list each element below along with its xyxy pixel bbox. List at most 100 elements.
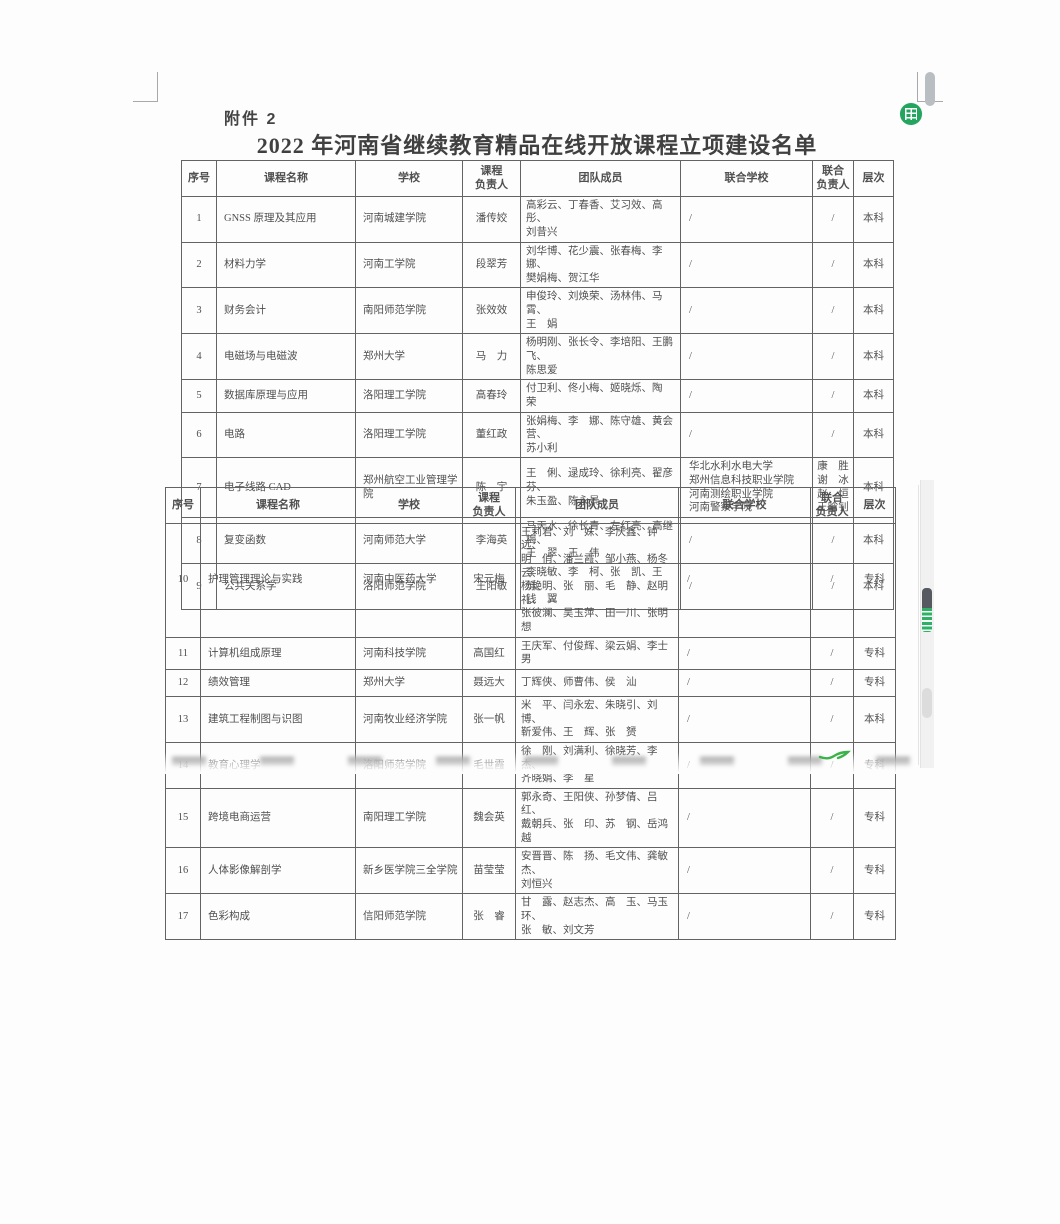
cell-leader: 董红政 bbox=[462, 411, 521, 459]
cell-joint_leader: / bbox=[810, 636, 854, 671]
cell-school: 河南科技学院 bbox=[355, 636, 463, 671]
cell-school: 河南工学院 bbox=[355, 241, 463, 289]
cell-team: 高彩云、丁春香、艾习效、高 彤、 刘昔兴 bbox=[520, 195, 681, 243]
cell-leader: 张一帆 bbox=[462, 696, 516, 743]
cell-no: 15 bbox=[165, 787, 201, 849]
scrollbar-green-stripes bbox=[922, 608, 932, 632]
cell-no: 13 bbox=[165, 696, 201, 743]
cell-team: 丁辉侠、师曹伟、侯 汕 bbox=[515, 669, 679, 697]
cell-school: 洛阳理工学院 bbox=[355, 379, 463, 413]
table-row: 17 色彩构成 信阳师范学院张 睿甘 露、赵志杰、高 玉、马玉环、 张 敏、刘文芳 /… bbox=[165, 893, 896, 941]
header-joint-leader: 联合 负责人 bbox=[812, 160, 854, 197]
cell-joint_leader: / bbox=[810, 893, 854, 941]
header-leader: 课程 负责人 bbox=[462, 160, 521, 197]
header-school: 学校 bbox=[355, 487, 463, 524]
header-joint-school: 联合学校 bbox=[680, 160, 813, 197]
cell-school: 南阳师范学院 bbox=[355, 287, 463, 335]
cell-course: 数据库原理与应用 bbox=[216, 379, 356, 413]
cell-level: 专科 bbox=[853, 636, 896, 671]
cell-joint_school: / bbox=[680, 333, 813, 381]
cell-level: 专科 bbox=[853, 787, 896, 849]
table-row: 6 电路 洛阳理工学院 董红政 张娟梅、李 娜、陈守雄、黄会营、 苏小利 / / 本科 bbox=[181, 411, 894, 459]
table-header-row: 序号 课程名称 学校 课程 负责人 团队成员 联合学校 联合 负责人 层次 bbox=[181, 160, 894, 197]
cell-joint_school: / bbox=[678, 669, 811, 697]
header-joint-leader: 联合 负责人 bbox=[810, 487, 854, 524]
cell-leader: 苗莹莹 bbox=[462, 847, 516, 895]
cell-joint_leader: / bbox=[812, 379, 854, 413]
table-row: 11 计算机组成原理 河南科技学院 高国红 王庆军、付俊辉、梁云娟、李士男 / / 专科 bbox=[165, 636, 896, 671]
scrollbar-thumb[interactable] bbox=[922, 588, 932, 609]
header-no: 序号 bbox=[165, 487, 201, 524]
cell-joint_leader: / bbox=[812, 411, 854, 459]
cell-leader: 潘传姣 bbox=[462, 195, 521, 243]
cell-no: 12 bbox=[165, 669, 201, 697]
cell-school: 信阳师范学院 bbox=[355, 893, 463, 941]
header-course: 课程名称 bbox=[216, 160, 356, 197]
cell-leader: 高春玲 bbox=[462, 379, 521, 413]
cell-level: 专科 bbox=[853, 522, 896, 638]
cell-joint_school: / bbox=[680, 241, 813, 289]
cell-school: 南阳理工学院 bbox=[355, 787, 463, 849]
cell-team: 付卫利、佟小梅、姬晓烁、陶 荣 bbox=[520, 379, 681, 413]
scan-bottom-fade bbox=[160, 752, 930, 774]
cell-joint_leader: / bbox=[812, 241, 854, 289]
cell-leader: 马 力 bbox=[462, 333, 521, 381]
cell-joint_leader: / bbox=[810, 787, 854, 849]
cell-leader: 聂远大 bbox=[462, 669, 516, 697]
cell-no: 10 bbox=[165, 522, 201, 638]
header-level: 层次 bbox=[853, 487, 896, 524]
scrollbar-top-thumb[interactable] bbox=[925, 72, 935, 106]
cell-no: 11 bbox=[165, 636, 201, 671]
cell-no: 6 bbox=[181, 411, 217, 459]
cell-course: 护理管理理论与实践 bbox=[200, 522, 356, 638]
cell-joint_leader: / bbox=[812, 333, 854, 381]
table-row: 3 财务会计 南阳师范学院 张效效 申俊玲、刘焕荣、汤林伟、马 霄、 王 娟 / / 本科 bbox=[181, 287, 894, 335]
cell-joint_leader: / bbox=[810, 522, 854, 638]
cell-joint_school: / bbox=[680, 411, 813, 459]
scrollbar-secondary-thumb[interactable] bbox=[922, 688, 932, 718]
attachment-label: 附件 2 bbox=[224, 111, 278, 128]
cell-no: 4 bbox=[181, 333, 217, 381]
table-header-row: 序号 课程名称 学校 课程 负责人 团队成员 联合学校 联合 负责人 层次 bbox=[165, 487, 896, 524]
cell-leader: 张效效 bbox=[462, 287, 521, 335]
cell-level: 本科 bbox=[853, 411, 894, 459]
table-row: 13 建筑工程制图与识图 河南牧业经济学院 张一帆米 平、闫永宏、朱晓引、刘 博、 靳… bbox=[165, 696, 896, 743]
cell-team: 郭永奇、王阳侠、孙梦倩、吕 红、 戴朝兵、张 印、苏 钢、岳鸿越 bbox=[515, 787, 679, 849]
green-check-squiggle-icon bbox=[818, 750, 851, 760]
table-row: 2 材料力学 河南工学院 段翠芳 刘华博、花少震、张春梅、李 娜、 樊娟梅、贺江华 / / 本… bbox=[181, 241, 894, 289]
cell-joint_school: / bbox=[680, 195, 813, 243]
cell-course: 电磁场与电磁波 bbox=[216, 333, 356, 381]
spreadsheet-doc-icon[interactable] bbox=[900, 103, 922, 125]
cell-team: 杨明刚、张长令、李培阳、王鹏飞、 陈思爱 bbox=[520, 333, 681, 381]
cell-level: 专科 bbox=[853, 847, 896, 895]
cell-no: 16 bbox=[165, 847, 201, 895]
corner-mark-right-vertical bbox=[917, 72, 918, 102]
table-row: 16 人体影像解剖学 新乡医学院三全学院 苗莹莹 安晋晋、陈 扬、毛文伟、龚敏杰、 刘恒… bbox=[165, 847, 896, 895]
cell-course: 色彩构成 bbox=[200, 893, 356, 941]
page-edge-line bbox=[918, 485, 919, 765]
cell-course: 建筑工程制图与识图 bbox=[200, 696, 356, 743]
corner-mark-left-horizontal bbox=[133, 101, 158, 102]
cell-level: 本科 bbox=[853, 195, 894, 243]
cell-course: 跨境电商运营 bbox=[200, 787, 356, 849]
cell-leader: 魏会英 bbox=[462, 787, 516, 849]
cell-school: 河南城建学院 bbox=[355, 195, 463, 243]
cell-no: 3 bbox=[181, 287, 217, 335]
cell-school: 郑州大学 bbox=[355, 333, 463, 381]
cell-team: 甘 露、赵志杰、高 玉、马玉环、 张 敏、刘文芳 bbox=[515, 893, 679, 941]
page-title: 2022 年河南省继续教育精品在线开放课程立项建设名单 bbox=[256, 133, 818, 158]
cell-team: 安晋晋、陈 扬、毛文伟、龚敏杰、 刘恒兴 bbox=[515, 847, 679, 895]
cell-level: 专科 bbox=[853, 669, 896, 697]
table-row: 15 跨境电商运营 南阳理工学院 魏会英 郭永奇、王阳侠、孙梦倩、吕 红、 戴朝兵、张 … bbox=[165, 787, 896, 849]
cell-level: 本科 bbox=[853, 333, 894, 381]
table-row: 10 护理管理理论与实践 河南中医药大学 宋元梅 王莉君、刘 姝、李庆鑫、钟 远、 明 … bbox=[165, 522, 896, 638]
header-school: 学校 bbox=[355, 160, 463, 197]
cell-level: 本科 bbox=[853, 696, 896, 743]
cell-course: 绩效管理 bbox=[200, 669, 356, 697]
cell-course: 材料力学 bbox=[216, 241, 356, 289]
cell-course: 计算机组成原理 bbox=[200, 636, 356, 671]
cell-joint_school: / bbox=[678, 893, 811, 941]
cell-joint_school: / bbox=[678, 636, 811, 671]
header-team: 团队成员 bbox=[520, 160, 681, 197]
